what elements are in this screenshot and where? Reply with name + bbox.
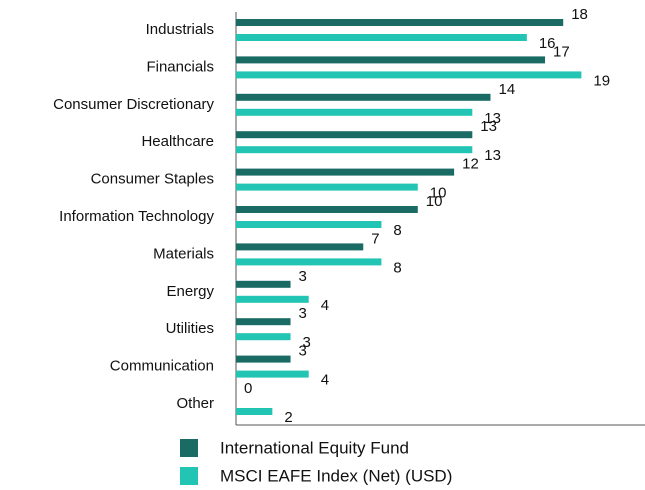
value-label: 16: [539, 35, 556, 52]
bar: [236, 146, 473, 154]
bar: [236, 93, 491, 101]
category-label: Healthcare: [141, 133, 214, 150]
value-label: 0: [244, 380, 252, 397]
bar: [236, 131, 473, 139]
bar: [236, 71, 582, 79]
value-label: 3: [303, 334, 311, 351]
value-label: 7: [371, 230, 379, 247]
category-label: Consumer Discretionary: [53, 96, 214, 113]
bar: [236, 243, 364, 251]
value-label: 13: [484, 110, 501, 127]
legend-label: MSCI EAFE Index (Net) (USD): [220, 466, 452, 485]
category-label: Industrials: [146, 21, 214, 38]
category-label: Utilities: [166, 320, 214, 337]
legend-label: International Equity Fund: [220, 438, 409, 457]
category-label: Communication: [110, 358, 214, 375]
category-label: Financials: [146, 58, 214, 75]
category-label: Information Technology: [59, 208, 214, 225]
value-label: 8: [393, 222, 401, 239]
bar: [236, 295, 309, 303]
bar: [236, 370, 309, 378]
bar: [236, 168, 455, 176]
value-label: 8: [393, 259, 401, 276]
value-label: 3: [299, 305, 307, 322]
value-label: 4: [321, 297, 329, 314]
value-label: 10: [426, 193, 443, 210]
bar: [236, 206, 418, 213]
value-label: 4: [321, 372, 329, 389]
bar: [236, 19, 564, 26]
value-label: 13: [484, 147, 501, 164]
value-label: 17: [553, 43, 570, 60]
category-label: Consumer Staples: [91, 171, 214, 188]
value-label: 2: [284, 409, 292, 426]
legend-swatch: [180, 467, 198, 485]
value-label: 13: [480, 118, 497, 135]
bar: [236, 355, 291, 363]
bar: [236, 280, 291, 288]
value-label: 3: [299, 268, 307, 285]
bar: [236, 108, 473, 116]
legend-swatch: [180, 439, 198, 457]
category-label: Other: [176, 395, 214, 412]
category-label: Energy: [166, 283, 214, 300]
bar: [236, 183, 418, 191]
bar: [236, 56, 546, 64]
bar: [236, 258, 382, 266]
value-label: 10: [430, 185, 447, 202]
bar: [236, 408, 273, 415]
bar: [236, 318, 291, 326]
bar: [236, 221, 382, 228]
category-label: Materials: [153, 245, 214, 262]
value-label: 19: [593, 72, 610, 89]
value-label: 14: [498, 81, 515, 98]
value-label: 12: [462, 156, 479, 173]
bar: [236, 34, 527, 41]
value-label: 18: [571, 6, 588, 23]
value-label: 3: [299, 343, 307, 360]
bar: [236, 333, 291, 341]
